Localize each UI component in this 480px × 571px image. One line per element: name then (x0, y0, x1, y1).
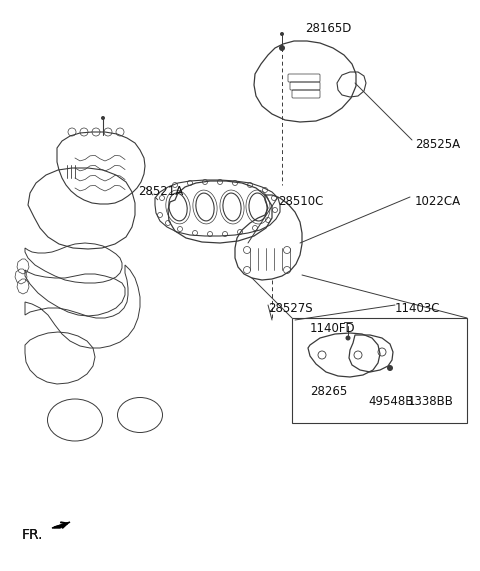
Text: FR.: FR. (22, 528, 44, 542)
Circle shape (346, 336, 350, 340)
Circle shape (387, 365, 393, 371)
Text: 1140FD: 1140FD (310, 322, 356, 335)
Circle shape (101, 116, 105, 120)
Text: 1022CA: 1022CA (415, 195, 461, 208)
Text: 28510C: 28510C (278, 195, 324, 208)
Circle shape (279, 45, 285, 51)
Text: 28265: 28265 (310, 385, 347, 398)
Text: 28527S: 28527S (268, 302, 312, 315)
Polygon shape (52, 522, 70, 528)
Text: 11403C: 11403C (395, 302, 441, 315)
Text: 28165D: 28165D (305, 22, 351, 35)
Circle shape (280, 32, 284, 36)
Text: 1338BB: 1338BB (408, 395, 454, 408)
Text: FR.: FR. (22, 528, 44, 542)
Text: 28521A: 28521A (138, 185, 183, 198)
Text: 49548B: 49548B (368, 395, 413, 408)
Text: 28525A: 28525A (415, 138, 460, 151)
